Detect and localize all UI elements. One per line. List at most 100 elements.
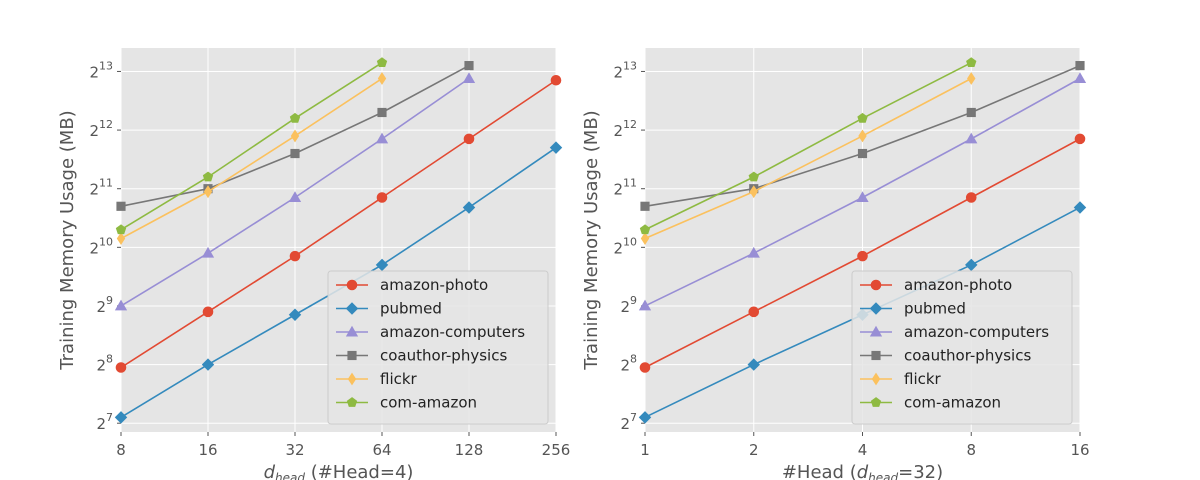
x-tick-label: 8 (116, 441, 126, 459)
series-amazon-photo (115, 74, 562, 373)
legend-label: amazon-computers (904, 323, 1049, 341)
point-com-amazon-marker-3 (966, 57, 977, 68)
point-pubmed-marker-1 (201, 358, 215, 371)
y-axis-label: Training Memory Usage (MB) (581, 110, 602, 370)
series-flickr (640, 72, 976, 245)
legend-label: com-amazon (904, 394, 1001, 412)
point-pubmed-marker-4 (1073, 201, 1087, 214)
legend-label: pubmed (380, 300, 442, 318)
legend-com-amazon-marker-0 (870, 397, 882, 407)
point-amazon-photo-marker-3 (965, 192, 977, 203)
point-pubmed-marker-4 (462, 201, 476, 214)
legend-label: flickr (904, 370, 942, 388)
legend-label: pubmed (904, 300, 966, 318)
x-tick-label: 1 (640, 441, 650, 459)
legend-entry-flickr: flickr (336, 370, 418, 388)
point-amazon-computers-marker-0 (114, 299, 128, 311)
point-pubmed-marker-1 (747, 358, 760, 371)
legend-entry-com-amazon: com-amazon (336, 394, 477, 412)
point-coauthor-physics-marker-2 (290, 148, 300, 159)
point-flickr-marker-2 (290, 129, 300, 143)
series-line-flickr (120, 77, 383, 240)
point-coauthor-physics-marker-0 (116, 201, 126, 211)
series-line-com-amazon (120, 61, 383, 231)
series-com-amazon (639, 57, 977, 235)
series-line-flickr (644, 77, 972, 240)
point-com-amazon-marker-3 (376, 57, 388, 68)
point-amazon-computers-marker-1 (201, 246, 215, 258)
y-tick-label: 211 (89, 177, 113, 199)
series-amazon-photo (639, 133, 1086, 373)
legend-label: amazon-photo (904, 276, 1012, 294)
legend-entry-pubmed: pubmed (336, 300, 442, 318)
point-flickr-marker-1 (749, 185, 758, 199)
y-tick-label: 210 (89, 235, 113, 257)
x-tick-label: 2 (749, 441, 759, 459)
point-amazon-computers-marker-4 (1073, 72, 1087, 83)
point-pubmed-marker-2 (288, 308, 302, 321)
point-amazon-computers-marker-2 (288, 191, 302, 202)
chart-num-heads: 1 2 4 8 16 27 28 29 210 211 212 213 #Head (dhead=32)… (581, 48, 1090, 480)
legend-amazon-computers-marker-0 (869, 325, 883, 337)
legend-label: flickr (380, 370, 418, 388)
series-line-amazon-photo (120, 79, 557, 369)
y-tick-label: 29 (96, 294, 113, 316)
legend-flickr-marker-0 (871, 372, 881, 386)
point-amazon-computers-marker-3 (965, 132, 978, 144)
point-amazon-photo-marker-0 (115, 362, 127, 373)
point-com-amazon-marker-2 (289, 112, 301, 123)
series-line-com-amazon (644, 61, 972, 231)
chart-head-dim: 8 16 32 64 128 256 27 28 29 210 211 212 213 dhead (#H… (57, 48, 570, 480)
x-tick-label: 8 (966, 441, 976, 459)
point-amazon-photo-marker-4 (1074, 133, 1086, 145)
point-com-amazon-marker-2 (857, 112, 868, 123)
point-flickr-marker-3 (967, 72, 976, 85)
x-tick-label: 16 (1070, 441, 1089, 459)
point-com-amazon-marker-1 (748, 171, 759, 182)
series-amazon-computers (114, 72, 476, 311)
point-amazon-computers-marker-0 (638, 299, 652, 311)
legend: amazon-photo pubmed amazon-computers coauth… (851, 270, 1073, 425)
point-amazon-computers-marker-4 (462, 72, 476, 83)
legend-entry-amazon-computers: amazon-computers (336, 323, 525, 341)
legend-entry-com-amazon: com-amazon (860, 394, 1001, 412)
point-flickr-marker-1 (203, 185, 213, 199)
x-tick-label: 4 (858, 441, 868, 459)
point-flickr-marker-0 (640, 232, 650, 245)
x-axis-label: dhead (#Head=4) (264, 462, 414, 480)
point-coauthor-physics-marker-2 (857, 148, 868, 159)
point-amazon-photo-marker-1 (202, 306, 214, 318)
point-amazon-computers-marker-1 (747, 246, 760, 258)
y-tick-label: 27 (96, 411, 113, 433)
legend-entry-amazon-photo: amazon-photo (860, 276, 1012, 294)
legend-amazon-photo-marker-0 (870, 279, 882, 291)
point-coauthor-physics-marker-3 (377, 107, 387, 118)
legend: amazon-photo pubmed amazon-computers coauth… (327, 270, 549, 425)
y-tick-label: 212 (613, 118, 637, 140)
legend-pubmed-marker-0 (345, 302, 359, 315)
y-tick-label: 213 (613, 59, 637, 81)
point-amazon-photo-marker-3 (376, 192, 388, 203)
point-amazon-photo-marker-5 (550, 74, 562, 86)
x-tick-label: 256 (542, 441, 571, 459)
point-amazon-photo-marker-2 (289, 250, 301, 262)
legend-amazon-photo-marker-0 (346, 279, 358, 291)
legend-pubmed-marker-0 (869, 302, 883, 315)
x-tick-label: 128 (455, 441, 484, 459)
legend-flickr-marker-0 (347, 372, 357, 386)
series-com-amazon (115, 57, 388, 235)
point-com-amazon-marker-0 (639, 224, 651, 235)
y-tick-label: 211 (613, 177, 637, 199)
legend-coauthor-physics-marker-0 (347, 350, 357, 361)
legend-entry-amazon-photo: amazon-photo (336, 276, 488, 294)
point-pubmed-marker-3 (375, 258, 389, 272)
x-tick-label: 64 (372, 441, 391, 459)
point-amazon-photo-marker-1 (748, 306, 760, 318)
point-flickr-marker-3 (377, 72, 387, 85)
x-tick-label: 32 (285, 441, 304, 459)
legend-coauthor-physics-marker-0 (871, 350, 881, 361)
legend-label: coauthor-physics (380, 347, 507, 365)
point-amazon-photo-marker-2 (857, 250, 868, 262)
y-tick-label: 210 (613, 235, 637, 257)
